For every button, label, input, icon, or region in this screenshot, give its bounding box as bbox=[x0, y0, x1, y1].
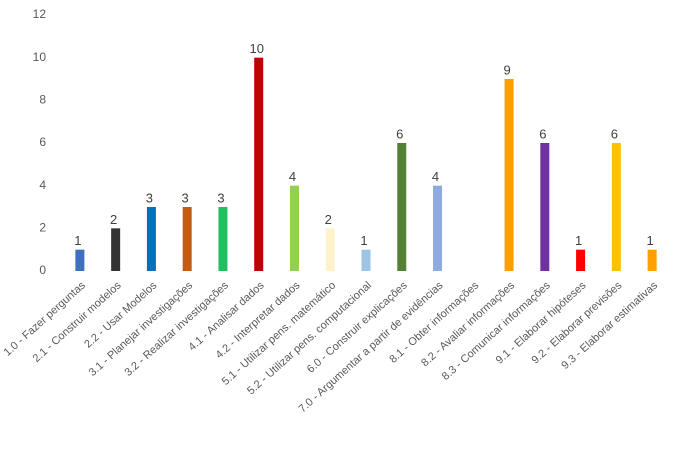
value-label: 1 bbox=[74, 233, 81, 248]
bar bbox=[325, 228, 335, 271]
bar bbox=[576, 249, 586, 271]
value-label: 9 bbox=[503, 62, 510, 77]
bar bbox=[504, 79, 514, 271]
y-tick-label: 6 bbox=[39, 135, 46, 149]
bar bbox=[361, 249, 371, 271]
value-label: 10 bbox=[249, 41, 263, 56]
value-label: 3 bbox=[217, 190, 224, 205]
bar bbox=[289, 185, 299, 271]
bar bbox=[111, 228, 121, 271]
bar bbox=[75, 249, 85, 271]
bar bbox=[397, 143, 407, 271]
y-tick-label: 0 bbox=[39, 263, 46, 277]
bar bbox=[433, 185, 443, 271]
bar bbox=[182, 207, 192, 271]
value-label: 1 bbox=[575, 233, 582, 248]
value-label: 4 bbox=[289, 169, 296, 184]
value-label: 2 bbox=[110, 212, 117, 227]
bar bbox=[146, 207, 156, 271]
bar bbox=[647, 249, 657, 271]
y-tick-label: 4 bbox=[39, 178, 46, 192]
value-label: 3 bbox=[182, 190, 189, 205]
y-tick-label: 8 bbox=[39, 93, 46, 107]
y-tick-label: 10 bbox=[33, 50, 47, 64]
y-tick-label: 12 bbox=[33, 7, 47, 21]
value-label: 6 bbox=[611, 126, 618, 141]
value-label: 3 bbox=[146, 190, 153, 205]
value-label: 1 bbox=[647, 233, 654, 248]
value-label: 2 bbox=[325, 212, 332, 227]
y-tick-label: 2 bbox=[39, 221, 46, 235]
bar bbox=[540, 143, 550, 271]
value-label: 4 bbox=[432, 169, 439, 184]
bar bbox=[611, 143, 621, 271]
bar bbox=[254, 57, 264, 271]
value-label: 6 bbox=[539, 126, 546, 141]
bar bbox=[218, 207, 228, 271]
value-label: 1 bbox=[360, 233, 367, 248]
value-label: 6 bbox=[396, 126, 403, 141]
